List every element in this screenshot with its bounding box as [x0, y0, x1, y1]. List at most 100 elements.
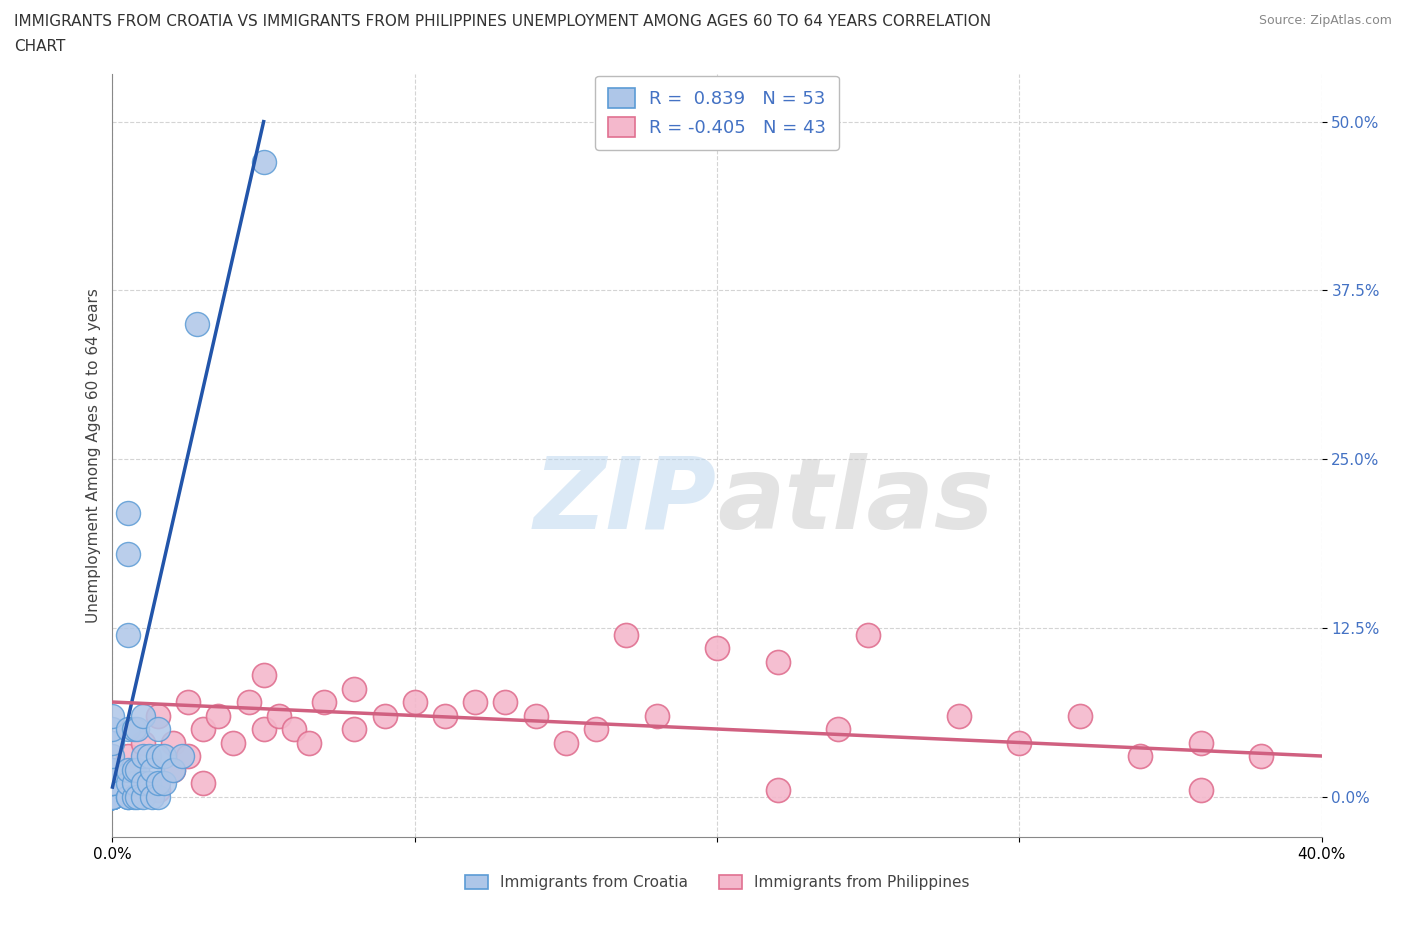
Point	[856, 627, 880, 642]
Point	[253, 154, 276, 169]
Point	[948, 708, 970, 723]
Point	[585, 722, 607, 737]
Point	[177, 749, 200, 764]
Point	[343, 681, 366, 696]
Point	[616, 627, 638, 642]
Point	[1189, 782, 1212, 797]
Point	[495, 695, 517, 710]
Point	[101, 789, 124, 804]
Point	[146, 782, 169, 797]
Point	[374, 708, 396, 723]
Point	[132, 735, 155, 750]
Point	[177, 695, 200, 710]
Point	[766, 782, 789, 797]
Text: CHART: CHART	[14, 39, 66, 54]
Point	[267, 708, 290, 723]
Point	[117, 506, 139, 521]
Point	[146, 776, 169, 790]
Point	[170, 749, 193, 764]
Point	[645, 708, 668, 723]
Point	[101, 789, 124, 804]
Point	[1129, 749, 1152, 764]
Point	[162, 762, 184, 777]
Point	[117, 546, 139, 561]
Point	[253, 722, 276, 737]
Point	[298, 735, 321, 750]
Point	[1069, 708, 1091, 723]
Point	[191, 722, 214, 737]
Point	[117, 722, 139, 737]
Point	[117, 776, 139, 790]
Point	[1008, 735, 1031, 750]
Point	[101, 735, 124, 750]
Point	[404, 695, 426, 710]
Point	[101, 789, 124, 804]
Point	[433, 708, 456, 723]
Point	[101, 789, 124, 804]
Point	[162, 762, 184, 777]
Point	[706, 641, 728, 656]
Point	[101, 776, 124, 790]
Point	[125, 762, 148, 777]
Point	[101, 789, 124, 804]
Legend: Immigrants from Croatia, Immigrants from Philippines: Immigrants from Croatia, Immigrants from…	[457, 868, 977, 898]
Point	[554, 735, 576, 750]
Point	[343, 722, 366, 737]
Point	[141, 789, 163, 804]
Point	[283, 722, 305, 737]
Y-axis label: Unemployment Among Ages 60 to 64 years: Unemployment Among Ages 60 to 64 years	[86, 288, 101, 623]
Point	[132, 749, 155, 764]
Point	[132, 789, 155, 804]
Point	[146, 789, 169, 804]
Point	[132, 776, 155, 790]
Point	[153, 749, 176, 764]
Point	[117, 789, 139, 804]
Point	[101, 789, 124, 804]
Point	[117, 762, 139, 777]
Point	[191, 776, 214, 790]
Point	[827, 722, 849, 737]
Point	[238, 695, 260, 710]
Point	[117, 749, 139, 764]
Point	[101, 776, 124, 790]
Point	[162, 735, 184, 750]
Point	[122, 789, 145, 804]
Point	[125, 722, 148, 737]
Point	[101, 762, 124, 777]
Point	[138, 776, 160, 790]
Point	[146, 722, 169, 737]
Point	[101, 789, 124, 804]
Point	[122, 776, 145, 790]
Point	[253, 668, 276, 683]
Point	[125, 789, 148, 804]
Point	[101, 776, 124, 790]
Point	[101, 789, 124, 804]
Point	[138, 749, 160, 764]
Point	[141, 762, 163, 777]
Point	[101, 789, 124, 804]
Point	[101, 789, 124, 804]
Point	[146, 749, 169, 764]
Point	[101, 762, 124, 777]
Point	[101, 749, 124, 764]
Point	[1189, 735, 1212, 750]
Text: ZIP: ZIP	[534, 453, 717, 550]
Point	[101, 722, 124, 737]
Point	[222, 735, 245, 750]
Point	[766, 654, 789, 669]
Text: Source: ZipAtlas.com: Source: ZipAtlas.com	[1258, 14, 1392, 27]
Text: IMMIGRANTS FROM CROATIA VS IMMIGRANTS FROM PHILIPPINES UNEMPLOYMENT AMONG AGES 6: IMMIGRANTS FROM CROATIA VS IMMIGRANTS FR…	[14, 14, 991, 29]
Point	[186, 316, 208, 331]
Text: atlas: atlas	[717, 453, 994, 550]
Point	[207, 708, 229, 723]
Point	[101, 708, 124, 723]
Point	[122, 762, 145, 777]
Point	[101, 789, 124, 804]
Point	[117, 789, 139, 804]
Point	[1250, 749, 1272, 764]
Point	[314, 695, 336, 710]
Point	[117, 627, 139, 642]
Point	[524, 708, 547, 723]
Point	[464, 695, 486, 710]
Point	[153, 776, 176, 790]
